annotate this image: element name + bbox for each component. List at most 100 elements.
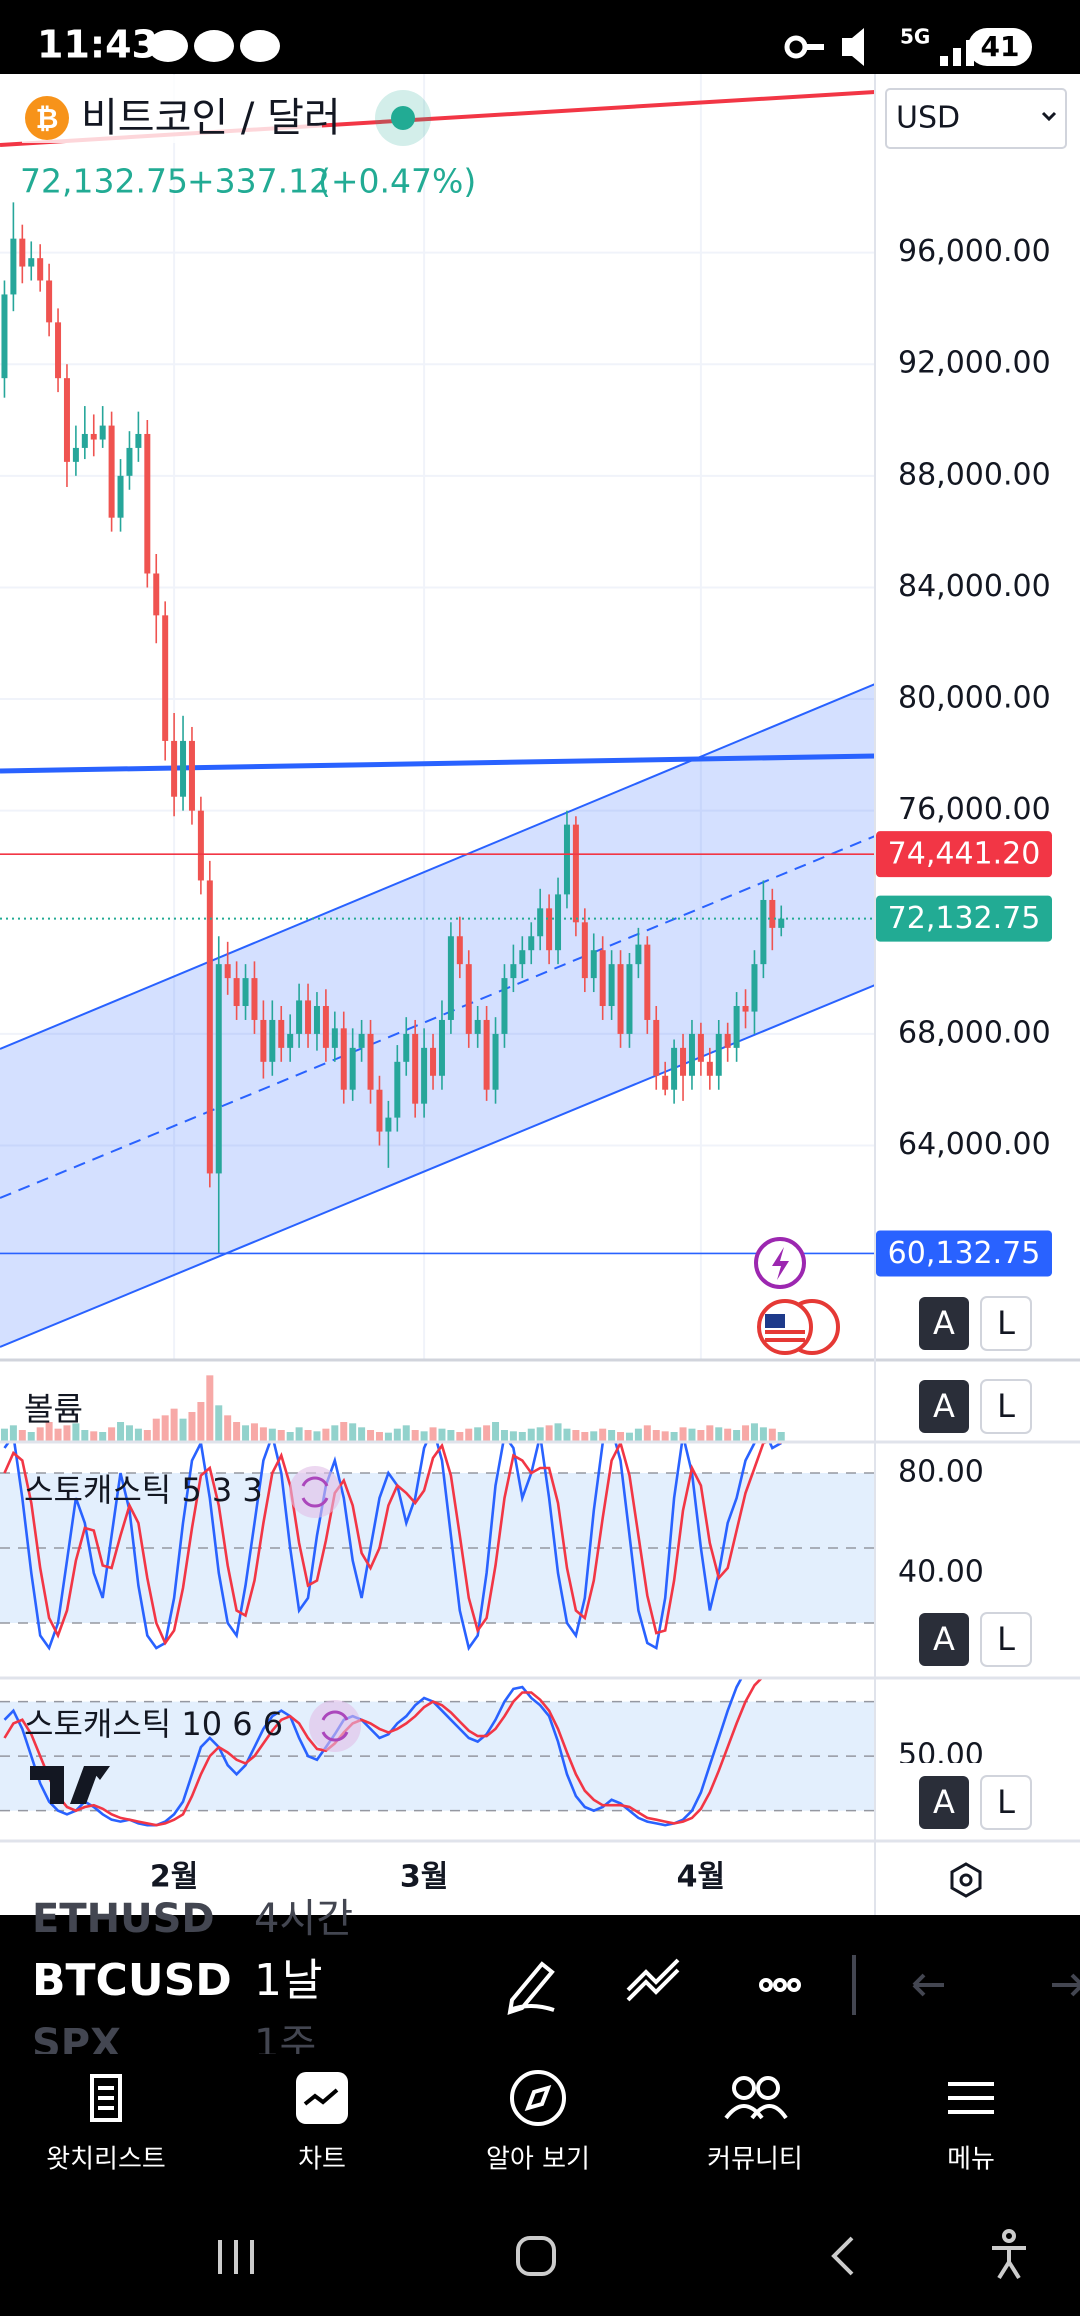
explore-icon[interactable] <box>510 2070 566 2126</box>
currency-select[interactable] <box>885 88 1067 149</box>
nav-label[interactable]: 왓치리스트 <box>46 2145 166 2175</box>
volume-bar <box>777 1432 785 1442</box>
nav-label[interactable]: 알아 보기 <box>486 2145 590 2175</box>
candle-body <box>742 1006 749 1012</box>
volume-bar <box>9 1425 17 1442</box>
log-button[interactable] <box>980 1612 1032 1667</box>
volume-bar <box>661 1431 669 1442</box>
redo[interactable] <box>1052 1973 1080 1997</box>
settings-icon[interactable] <box>950 1862 982 1898</box>
candle-body <box>117 475 124 518</box>
trend-tool[interactable] <box>626 1958 680 2002</box>
channel-upper <box>0 683 875 1050</box>
accessibility-button[interactable] <box>1002 2229 1016 2243</box>
draw-tool[interactable] <box>507 1961 555 2015</box>
flag-canton <box>765 1314 785 1328</box>
y-tick-label: 40.00 <box>898 1555 984 1590</box>
volume-bar <box>99 1432 107 1442</box>
volume-bar <box>331 1425 339 1442</box>
log-label: L <box>997 1387 1015 1425</box>
chart-icon[interactable] <box>296 2072 348 2124</box>
symbol-item[interactable]: BTCUSD <box>32 1955 232 2006</box>
volume-bar <box>45 1422 53 1442</box>
log-button[interactable] <box>980 1296 1032 1351</box>
candle-body <box>206 880 213 1174</box>
nav-label[interactable]: 메뉴 <box>947 2145 995 2175</box>
refresh-icon[interactable] <box>309 1700 361 1752</box>
volume-bar <box>233 1422 241 1442</box>
volume-bar <box>634 1428 642 1442</box>
candle-body <box>251 978 258 1020</box>
volume-bar <box>759 1427 767 1442</box>
pane-title: 스토캐스틱 5 3 3 <box>24 1471 263 1509</box>
volume-bar <box>259 1427 267 1442</box>
trend-line <box>0 753 875 774</box>
auto-button[interactable] <box>919 1776 969 1829</box>
undo[interactable] <box>912 1973 944 1997</box>
candle-body <box>278 1019 285 1048</box>
nav-label[interactable]: 차트 <box>298 2145 346 2175</box>
candle-body <box>233 978 240 1007</box>
volume-bar <box>295 1427 303 1442</box>
chevron <box>1041 111 1057 122</box>
volume-bar <box>590 1431 598 1442</box>
candle-body <box>456 936 463 965</box>
candle-body <box>340 1028 347 1090</box>
auto-button[interactable] <box>919 1380 969 1433</box>
candle-body <box>688 1033 695 1076</box>
candle-body <box>90 433 97 440</box>
back-button[interactable] <box>831 2236 854 2276</box>
volume-bar <box>625 1432 633 1442</box>
volume-bar <box>54 1428 62 1442</box>
nav-icons <box>90 2070 994 2126</box>
volume-bar <box>117 1422 125 1442</box>
volume-bar <box>456 1432 464 1442</box>
log-button[interactable] <box>980 1379 1032 1434</box>
pane-title: 볼륨 <box>24 1390 83 1428</box>
volume-bar <box>438 1428 446 1442</box>
volume-bar <box>90 1431 98 1442</box>
volume-bar <box>313 1431 321 1442</box>
candle-body <box>706 1061 713 1076</box>
symbol-item[interactable]: ETHUSD <box>32 1896 215 1942</box>
volume-bar <box>393 1428 401 1442</box>
interval-item[interactable]: 1날 <box>254 1955 322 2006</box>
candle-body <box>188 740 195 811</box>
candle-body <box>483 1019 490 1090</box>
more-dot[interactable] <box>759 1978 773 1992</box>
auto-button[interactable] <box>919 1613 969 1666</box>
community-icon[interactable] <box>732 2076 756 2100</box>
volume-bar <box>358 1427 366 1442</box>
y-tick-label: 64,000.00 <box>898 1127 1051 1162</box>
candle-body <box>724 1033 731 1048</box>
volume-bar <box>670 1432 678 1442</box>
log-button[interactable] <box>980 1775 1032 1830</box>
volume-bar <box>402 1425 410 1442</box>
recents-button[interactable] <box>218 2240 254 2274</box>
volume-bar <box>340 1422 348 1442</box>
stochastic-pane <box>0 1442 875 1652</box>
volume-bar <box>563 1428 571 1442</box>
menu-icon[interactable] <box>948 2082 994 2114</box>
log-label: L <box>997 1783 1015 1821</box>
volume-bar <box>465 1428 473 1442</box>
auto-button[interactable] <box>919 1297 969 1350</box>
interval-item[interactable]: 4시간 <box>254 1896 353 1942</box>
volume-bar <box>697 1430 705 1442</box>
candle-body <box>331 1028 338 1048</box>
candle-body <box>242 978 249 1007</box>
volume-bar <box>215 1405 223 1442</box>
volume-bar <box>322 1428 330 1442</box>
refresh-icon[interactable] <box>289 1466 341 1518</box>
candle-body <box>617 964 624 1034</box>
volume-bar <box>617 1432 625 1442</box>
watchlist-icon[interactable] <box>90 2074 122 2122</box>
auto-label: A <box>933 1304 955 1342</box>
y-tick-label: 76,000.00 <box>898 792 1051 827</box>
candle-body <box>197 810 204 881</box>
nav-label[interactable]: 커뮤니티 <box>707 2145 803 2175</box>
candle-body <box>135 433 142 448</box>
candle-body <box>81 433 88 448</box>
candle-body <box>769 899 776 928</box>
home-button[interactable] <box>516 2236 556 2276</box>
